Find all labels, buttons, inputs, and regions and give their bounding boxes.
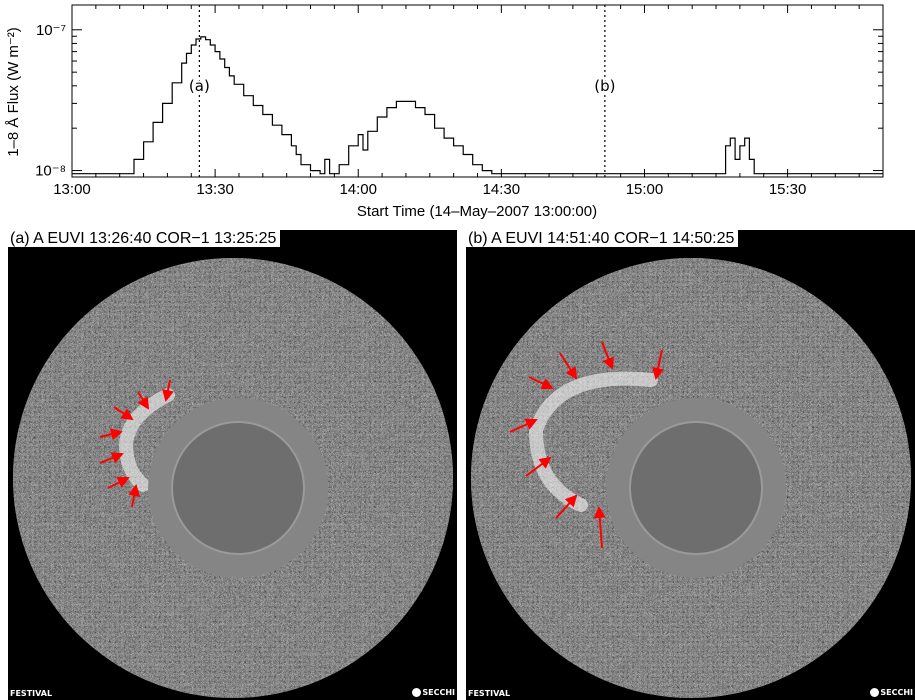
red-arrow bbox=[137, 391, 150, 410]
red-arrow bbox=[528, 376, 554, 390]
x-tick-label: 14:00 bbox=[339, 181, 377, 198]
y-axis-label: 1–8 Å Flux (W m⁻²) bbox=[5, 27, 22, 157]
red-arrow bbox=[99, 428, 123, 441]
euvi-disk bbox=[630, 422, 762, 554]
x-tick-label: 13:30 bbox=[196, 181, 234, 198]
x-tick-label: 13:00 bbox=[53, 181, 91, 198]
marker-label: (a) bbox=[189, 77, 210, 95]
x-tick-label: 15:30 bbox=[769, 181, 807, 198]
red-arrow bbox=[555, 494, 578, 519]
disk-limb bbox=[629, 421, 763, 555]
x-tick-label: 14:30 bbox=[483, 181, 521, 198]
goes-flux-chart: 13:00 13:30 14:00 14:30 15:00 15:30 10⁻⁸10⁻⁷ … bbox=[5, 4, 884, 220]
red-arrow bbox=[509, 418, 538, 433]
panel-a-image: (a) A EUVI 13:26:40 COR−1 13:25:25 FESTI… bbox=[8, 230, 457, 700]
x-tick-label: 15:00 bbox=[626, 181, 664, 198]
disk-limb bbox=[171, 421, 305, 555]
secchi-logo-icon bbox=[412, 688, 422, 697]
coronagraph-image-a bbox=[13, 258, 453, 698]
secchi-tag: SECCHI bbox=[412, 688, 455, 697]
festival-tag: FESTIVAL bbox=[10, 689, 53, 698]
red-arrow bbox=[162, 379, 174, 402]
euvi-disk bbox=[172, 422, 304, 554]
coronagraph-image-b bbox=[471, 258, 911, 698]
red-arrow bbox=[107, 477, 130, 489]
red-arrow bbox=[593, 506, 606, 549]
y-tick-label: 10⁻⁸ bbox=[35, 163, 66, 180]
red-arrow bbox=[99, 452, 124, 464]
red-arrow bbox=[525, 456, 552, 477]
red-arrow bbox=[113, 406, 134, 421]
red-arrow bbox=[559, 352, 578, 380]
panel-a-label: (a) A EUVI 13:26:40 COR−1 13:25:25 bbox=[8, 230, 281, 247]
secchi-logo-icon bbox=[870, 688, 880, 697]
festival-tag: FESTIVAL bbox=[468, 689, 511, 698]
x-axis-label: Start Time (14–May–2007 13:00:00) bbox=[357, 203, 597, 220]
y-ticks: 10⁻⁸ 10⁻⁷ bbox=[35, 22, 883, 180]
panel-b-image: (b) A EUVI 14:51:40 COR−1 14:50:25 FESTI… bbox=[466, 230, 915, 700]
red-arrow bbox=[128, 484, 141, 508]
red-arrow bbox=[652, 349, 664, 380]
panel-b-label: (b) A EUVI 14:51:40 COR−1 14:50:25 bbox=[466, 230, 739, 247]
y-tick-label: 10⁻⁷ bbox=[36, 22, 66, 39]
secchi-tag: SECCHI bbox=[870, 688, 913, 697]
red-arrow bbox=[601, 341, 615, 370]
time-markers: (a) (b) bbox=[187, 5, 617, 177]
marker-label: (b) bbox=[594, 77, 615, 95]
flux-series-line bbox=[72, 36, 883, 175]
x-ticks: 13:00 13:30 14:00 14:30 15:00 15:30 bbox=[53, 5, 884, 198]
